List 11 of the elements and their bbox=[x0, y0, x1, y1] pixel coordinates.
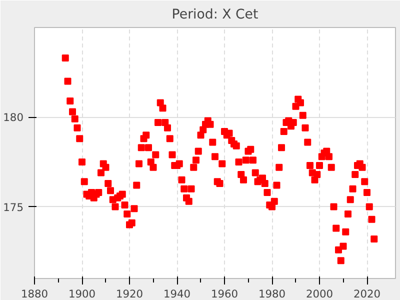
x-tick-label: 2000 bbox=[306, 288, 334, 300]
x-tick-label: 1920 bbox=[116, 288, 144, 300]
x-tick-label: 1960 bbox=[210, 288, 238, 300]
x-tick-label: 1940 bbox=[163, 288, 191, 300]
x-tick-label: 1900 bbox=[68, 288, 96, 300]
chart-title: Period: X Cet bbox=[172, 8, 258, 22]
x-tick-label: 1880 bbox=[20, 288, 48, 300]
x-tick-label: 2020 bbox=[353, 288, 381, 300]
y-tick-label: 180 bbox=[3, 111, 24, 124]
x-tick-label: 1980 bbox=[258, 288, 286, 300]
y-tick-label: 175 bbox=[3, 200, 24, 214]
